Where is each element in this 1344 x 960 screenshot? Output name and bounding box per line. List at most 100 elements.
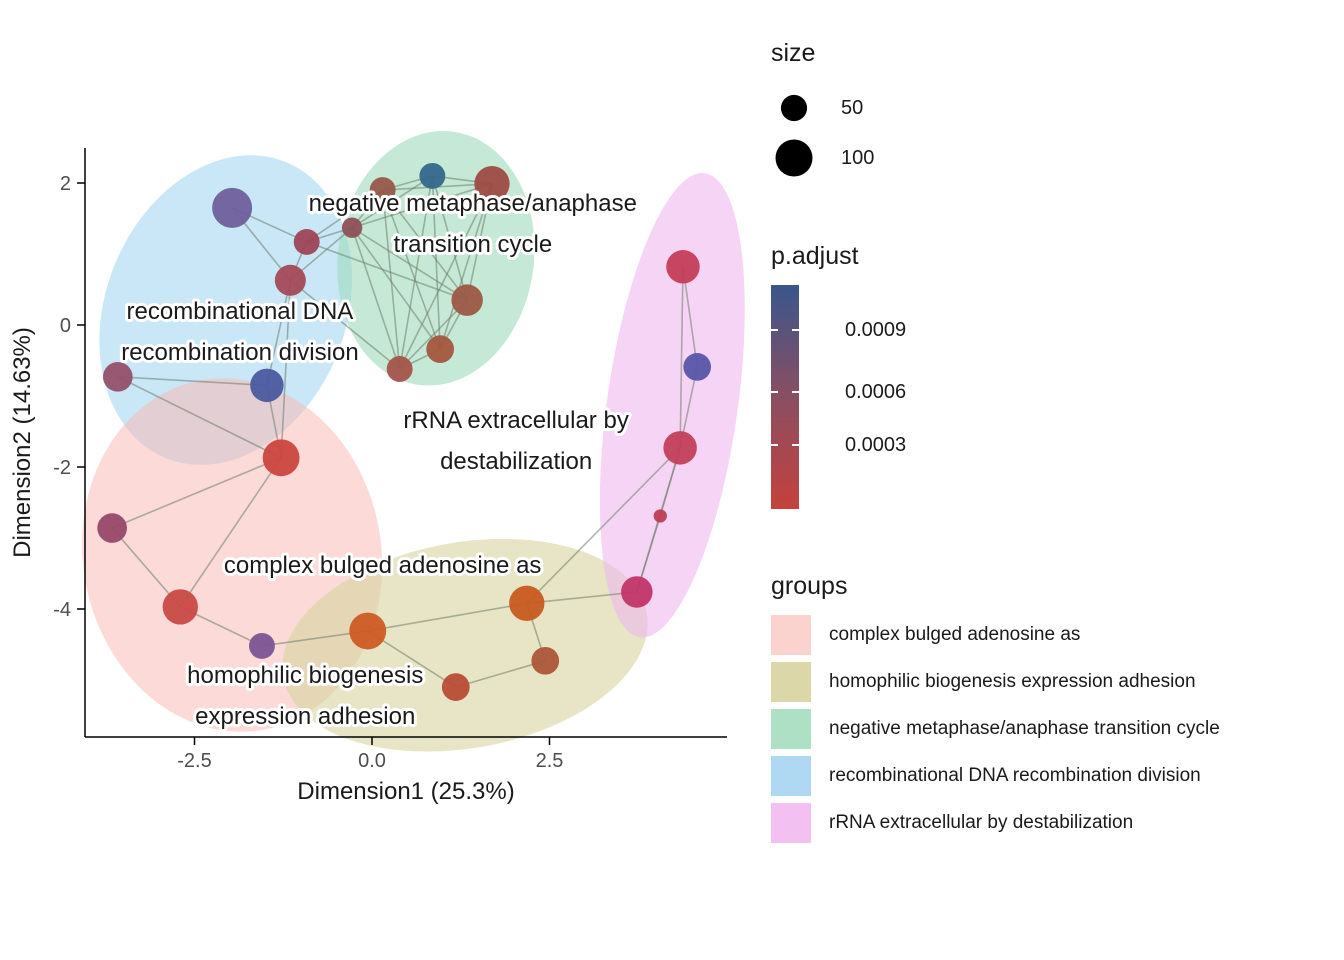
y-axis-title: Dimension2 (14.63%) — [9, 327, 36, 558]
p-adjust-legend: p.adjust 0.0009 0.0006 0.0003 — [771, 241, 1331, 509]
graph-edge — [351, 227, 441, 350]
colorbar-tick-label: 0.0006 — [845, 381, 907, 404]
graph-node — [349, 612, 387, 650]
cluster-label: negative metaphase/anaphase — [309, 190, 637, 217]
group-label: negative metaphase/anaphase transition c… — [829, 718, 1220, 739]
cluster-label: destabilization — [440, 448, 592, 475]
graph-edge — [117, 376, 267, 387]
graph-edge — [439, 183, 493, 350]
colorbar-tick-label: 0.0009 — [845, 318, 907, 341]
cluster-label: expression adhesion — [195, 703, 415, 730]
graph-node — [663, 431, 697, 465]
graph-node — [162, 589, 198, 625]
colorbar-tick-label: 0.0003 — [845, 433, 907, 456]
graph-edge — [266, 280, 292, 386]
graph-edge — [351, 175, 433, 229]
graph-node — [451, 284, 483, 316]
graph-node — [531, 646, 560, 675]
group-swatch — [771, 756, 811, 796]
p-adjust-gradient-bar — [771, 285, 799, 509]
group-legend-entry: complex bulged adenosine as — [771, 615, 1331, 655]
size-legend-entry: 100 — [771, 133, 1331, 183]
colorbar-tick — [792, 443, 799, 446]
cluster-label: recombinational DNA — [127, 298, 354, 325]
size-legend-label: 50 — [841, 96, 864, 119]
graph-edge — [455, 660, 546, 688]
graph-edge — [398, 183, 493, 370]
x-tick-label: 0.0 — [358, 750, 386, 772]
graph-node — [419, 162, 446, 189]
cluster-hull — [599, 173, 745, 638]
group-label: rRNA extracellular by destabilization — [829, 812, 1134, 833]
graph-node — [250, 368, 284, 403]
size-legend-label: 100 — [841, 146, 875, 169]
graph-node — [386, 356, 413, 382]
graph-edge — [679, 266, 684, 448]
size-circle-icon — [780, 94, 808, 122]
graph-edge — [466, 183, 493, 301]
size-legend-entry: 50 — [771, 83, 1331, 133]
graph-node — [102, 361, 133, 392]
graph-edge — [367, 602, 527, 632]
size-legend-circle-100 — [775, 139, 813, 177]
graph-node — [262, 439, 300, 477]
colorbar-tick — [771, 391, 778, 394]
p-adjust-legend-title: p.adjust — [771, 242, 859, 270]
group-legend-entry: recombinational DNA recombination divisi… — [771, 756, 1331, 796]
size-circle-icon — [775, 139, 813, 177]
graph-node — [341, 217, 363, 238]
graph-edge — [381, 190, 401, 370]
group-legend-entry: negative metaphase/anaphase transition c… — [771, 709, 1331, 749]
colorbar-tick — [771, 328, 778, 331]
graph-node — [212, 187, 253, 228]
graph-node — [97, 513, 127, 543]
size-legend: size 50 100 — [771, 38, 1331, 183]
graph-edge — [351, 182, 493, 229]
group-swatch — [771, 615, 811, 655]
graph-node — [293, 228, 320, 255]
colorbar-tick — [792, 391, 799, 394]
group-legend-entry: homophilic biogenesis expression adhesio… — [771, 662, 1331, 702]
graph-edge — [398, 175, 434, 370]
graph-edge — [382, 189, 468, 301]
y-tick-label: -2 — [53, 457, 71, 479]
y-tick-label: 2 — [60, 173, 71, 195]
graph-edge — [351, 227, 468, 301]
y-tick-label: 0 — [60, 315, 71, 337]
graph-edge — [682, 266, 698, 368]
groups-legend-title: groups — [771, 572, 848, 600]
graph-edge — [280, 280, 292, 458]
graph-edge — [381, 189, 441, 350]
group-swatch — [771, 803, 811, 843]
y-tick-label: -4 — [53, 599, 71, 621]
graph-edge — [179, 457, 282, 608]
cluster-label: homophilic biogenesis — [187, 662, 423, 689]
graph-edge — [351, 227, 401, 370]
graph-edge — [306, 241, 468, 301]
cluster-hull — [282, 538, 648, 752]
graph-node — [509, 585, 545, 621]
scatter-plot: -2.5 0.0 2.5 2 0 -2 -4 Dimension1 (25.3%) Dimens… — [9, 130, 745, 805]
size-legend-title: size — [771, 39, 816, 67]
graph-edge — [431, 175, 441, 350]
graph-edge — [526, 591, 637, 605]
graph-edge — [111, 457, 282, 529]
group-swatch — [771, 662, 811, 702]
graph-edge — [526, 447, 681, 604]
graph-node — [248, 632, 275, 659]
groups-legend: groups complex bulged adenosine as homop… — [771, 571, 1331, 843]
cluster-label: recombination division — [121, 339, 358, 366]
group-label: homophilic biogenesis expression adhesio… — [829, 671, 1196, 692]
graph-node — [274, 264, 306, 296]
legend-panel: size 50 100 p.adjust — [771, 38, 1331, 850]
x-tick-label: -2.5 — [177, 750, 211, 772]
graph-node — [666, 250, 700, 284]
graph-edge — [399, 299, 468, 370]
graph-node — [426, 335, 455, 363]
graph-node — [621, 576, 653, 608]
group-label: complex bulged adenosine as — [829, 624, 1081, 645]
colorbar-tick — [771, 443, 778, 446]
cluster-hull — [99, 155, 353, 465]
graph-edge — [306, 189, 384, 243]
colorbar-wrap: 0.0009 0.0006 0.0003 — [771, 285, 1331, 509]
